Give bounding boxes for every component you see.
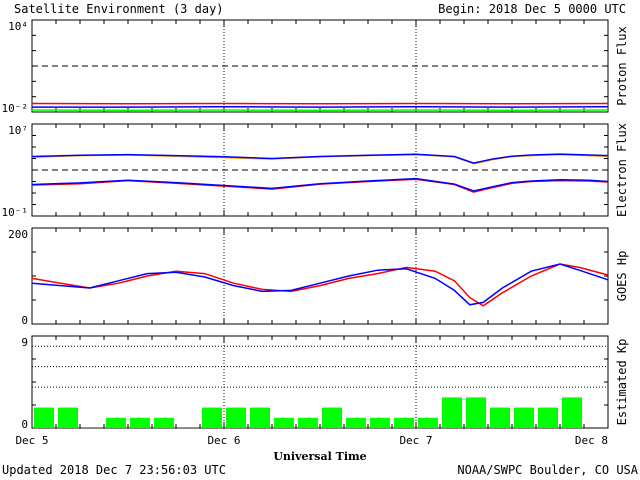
- kp-bar: [58, 407, 78, 428]
- series-line-blue: [31, 153, 609, 164]
- kp-bar: [466, 397, 486, 428]
- panel-ylabel: Proton Flux: [615, 26, 629, 105]
- panel-ylabel: Electron Flux: [615, 123, 629, 217]
- kp-bar: [202, 407, 222, 428]
- kp-bar: [106, 417, 126, 428]
- kp-bar: [418, 417, 438, 428]
- series-line-blue: [31, 177, 609, 192]
- x-tick-label: Dec 7: [399, 434, 432, 447]
- kp-bar: [490, 407, 510, 428]
- begin-date: Begin: 2018 Dec 5 0000 UTC: [438, 2, 626, 16]
- kp-bar: [82, 427, 102, 428]
- kp-bar: [274, 417, 294, 428]
- kp-bar: [562, 397, 582, 428]
- x-tick-label: Dec 8: [575, 434, 608, 447]
- x-tick-label: Dec 5: [15, 434, 48, 447]
- y-tick-label: 10⁻²: [2, 102, 29, 115]
- kp-bar: [250, 407, 270, 428]
- y-tick-label: 200: [8, 228, 28, 241]
- panel-ylabel: GOES Hp: [615, 251, 629, 302]
- kp-bar: [298, 417, 318, 428]
- updated-time: Updated 2018 Dec 7 23:56:03 UTC: [2, 463, 226, 477]
- kp-bar: [322, 407, 342, 428]
- series-line-red: [31, 263, 609, 307]
- x-tick-label: Dec 6: [207, 434, 240, 447]
- y-tick-label: 9: [21, 336, 28, 349]
- y-tick-label: 10⁴: [8, 20, 28, 33]
- kp-bar: [538, 407, 558, 428]
- y-tick-label: 10⁷: [8, 124, 28, 137]
- x-axis-label: Universal Time: [273, 450, 366, 463]
- kp-bar: [514, 407, 534, 428]
- panel-frame: [31, 19, 609, 113]
- kp-bar: [346, 417, 366, 428]
- panel-ylabel: Estimated Kp: [615, 339, 629, 426]
- y-tick-label: 10⁻¹: [2, 206, 29, 219]
- kp-bar: [394, 417, 414, 428]
- kp-bar: [34, 407, 54, 428]
- series-line-blue: [31, 263, 609, 306]
- kp-bar: [370, 417, 390, 428]
- kp-bar: [178, 427, 198, 428]
- kp-bar: [226, 407, 246, 428]
- panel-frame: [31, 123, 609, 217]
- y-tick-label: 0: [21, 418, 28, 431]
- y-tick-label: 0: [21, 314, 28, 327]
- kp-bar: [154, 417, 174, 428]
- chart-title: Satellite Environment (3 day): [14, 2, 224, 16]
- kp-bar: [442, 397, 462, 428]
- kp-bar: [130, 417, 150, 428]
- credit: NOAA/SWPC Boulder, CO USA: [457, 463, 638, 477]
